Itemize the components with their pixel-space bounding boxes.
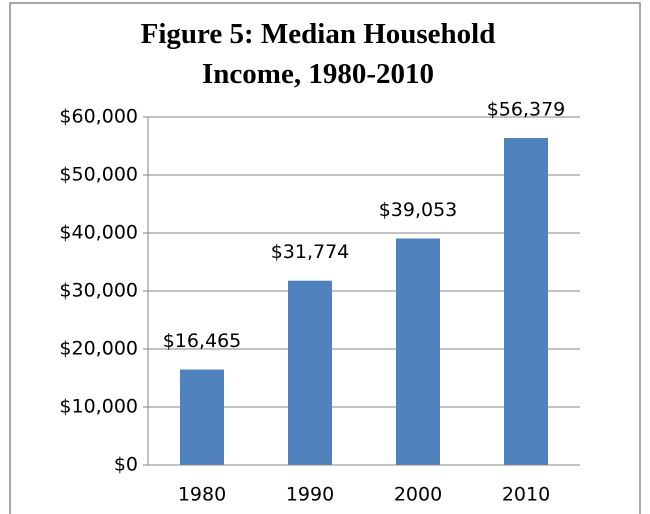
y-tick-label: $40,000 xyxy=(59,222,138,244)
value-label: $39,053 xyxy=(379,199,458,221)
x-tick-label: 2010 xyxy=(502,484,550,506)
y-tick-label: $10,000 xyxy=(59,396,138,418)
chart-title: Figure 5: Median Household Income, 1980-… xyxy=(140,18,496,90)
bar xyxy=(396,238,440,465)
x-tick-label: 2000 xyxy=(394,484,442,506)
y-tick-label: $60,000 xyxy=(59,106,138,128)
y-tick-label: $30,000 xyxy=(59,280,138,302)
x-tick-label: 1990 xyxy=(286,484,334,506)
bar xyxy=(504,138,548,465)
y-tick-label: $50,000 xyxy=(59,164,138,186)
x-tick-label: 1980 xyxy=(178,484,226,506)
bar xyxy=(180,369,224,465)
value-label: $56,379 xyxy=(487,99,566,121)
value-label: $31,774 xyxy=(271,241,350,263)
value-label: $16,465 xyxy=(163,330,242,352)
y-tick-label: $20,000 xyxy=(59,338,138,360)
bar xyxy=(288,280,332,465)
y-tick-label: $0 xyxy=(114,454,138,476)
